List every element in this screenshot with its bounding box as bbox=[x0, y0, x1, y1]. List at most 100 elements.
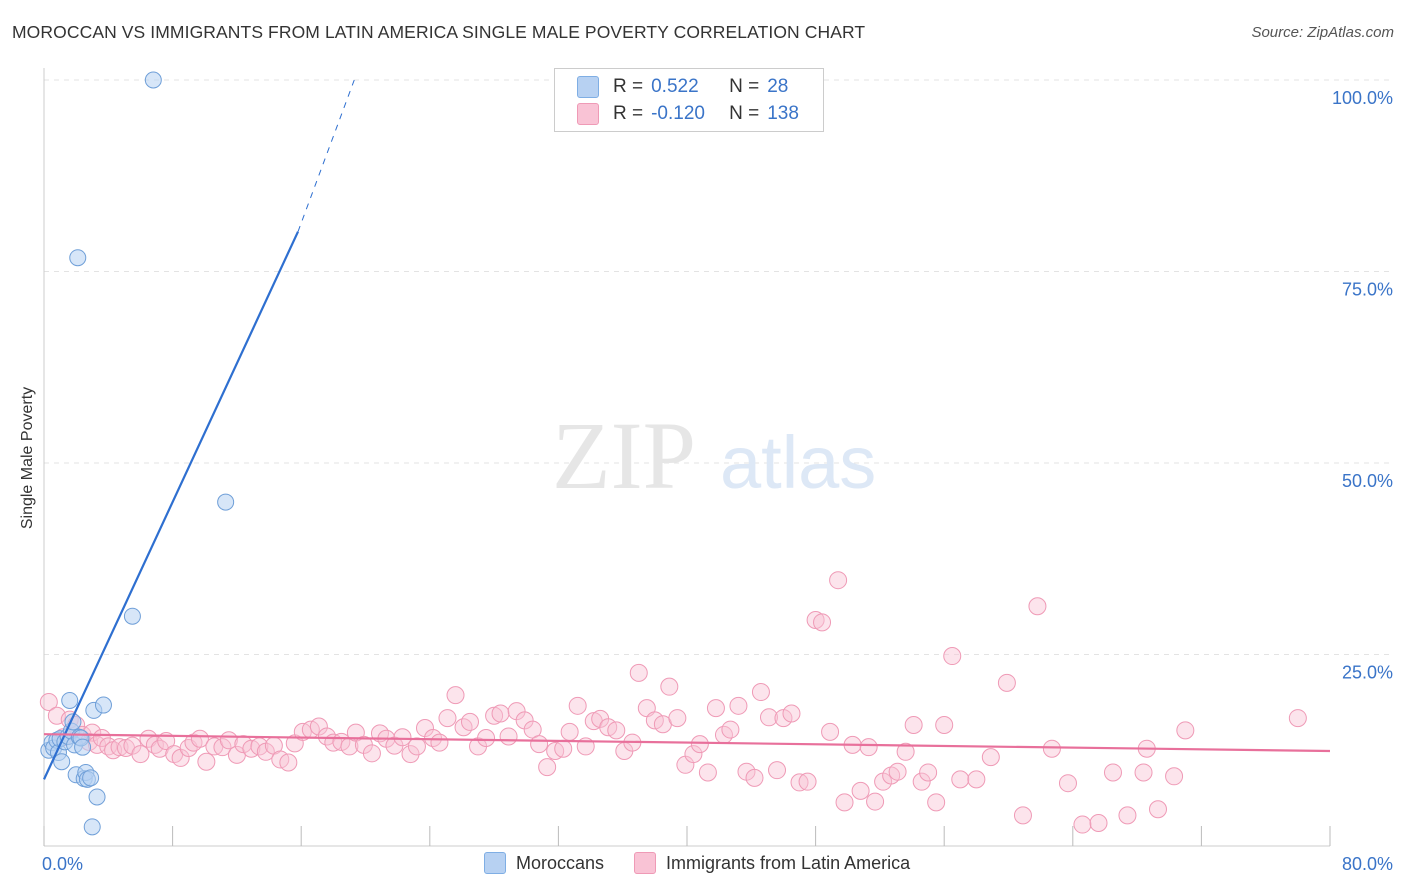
moroccan-point bbox=[74, 738, 92, 756]
latin-america-point bbox=[530, 735, 549, 754]
latin-america-point bbox=[401, 745, 420, 764]
latin-america-point bbox=[821, 722, 840, 741]
latin-america-point bbox=[1288, 709, 1307, 728]
latin-america-point bbox=[110, 738, 129, 757]
latin-america-point bbox=[213, 738, 232, 757]
latin-america-point bbox=[919, 763, 938, 782]
moroccan-point bbox=[88, 788, 106, 806]
tick-labels: 25.0% 50.0% 75.0% 100.0% 0.0% 80.0% bbox=[42, 88, 1393, 874]
series-label-moroccans: Moroccans bbox=[516, 852, 605, 873]
latin-america-point bbox=[438, 709, 457, 728]
latin-america-point bbox=[751, 683, 770, 702]
latin-america-point bbox=[430, 733, 449, 752]
latin-america-point bbox=[798, 772, 817, 791]
y-tick-label: 25.0% bbox=[1342, 663, 1393, 683]
latin-america-point bbox=[721, 720, 740, 739]
latin-america-point bbox=[660, 677, 679, 696]
latin-america-point bbox=[1089, 814, 1108, 833]
correlation-legend: R = 0.522 N = 28 R = -0.120 N = 138 bbox=[554, 68, 824, 132]
series-legend-moroccans: Moroccans bbox=[484, 852, 604, 874]
legend-n-value: 138 bbox=[767, 103, 799, 124]
latin-america-point bbox=[927, 793, 946, 812]
latin-america-point bbox=[491, 704, 510, 723]
moroccan-point bbox=[94, 696, 112, 714]
moroccan-point bbox=[61, 691, 79, 709]
series-legend: Moroccans Immigrants from Latin America bbox=[484, 852, 940, 874]
watermark-atlas: atlas bbox=[720, 421, 876, 504]
latin-america-point bbox=[1176, 721, 1195, 740]
series-label-latin-america: Immigrants from Latin America bbox=[666, 852, 911, 873]
latin-america-point bbox=[460, 712, 479, 731]
chart-title: MOROCCAN VS IMMIGRANTS FROM LATIN AMERIC… bbox=[12, 22, 866, 42]
moroccan-point bbox=[69, 249, 87, 267]
latin-america-point bbox=[782, 704, 801, 723]
legend-r-label: R = bbox=[613, 103, 644, 124]
legend-row-moroccans: R = 0.522 N = 28 bbox=[577, 74, 788, 100]
latin-america-point bbox=[997, 673, 1016, 692]
latin-america-point bbox=[424, 728, 443, 747]
latin-america-point bbox=[1042, 739, 1061, 758]
latin-america-point bbox=[560, 722, 579, 741]
latin-america-point bbox=[1165, 767, 1184, 786]
latin-america-point bbox=[362, 744, 381, 763]
legend-r-label: R = bbox=[613, 76, 644, 97]
latin-america-point bbox=[943, 647, 962, 666]
moroccan-point bbox=[83, 818, 101, 836]
latin-america-point bbox=[1134, 763, 1153, 782]
latin-america-point bbox=[1028, 597, 1047, 616]
trend-lines bbox=[43, 79, 1331, 780]
latin-america-point bbox=[190, 729, 209, 748]
latin-america-point bbox=[912, 772, 931, 791]
latin-america-point bbox=[888, 762, 907, 781]
latin-america-point bbox=[477, 728, 496, 747]
legend-row-latin-america: R = -0.120 N = 138 bbox=[577, 101, 799, 127]
series-legend-latin-america: Immigrants from Latin America bbox=[634, 852, 910, 874]
latin-america-point bbox=[859, 738, 878, 757]
latin-america-point bbox=[393, 728, 412, 747]
moroccan-point bbox=[217, 493, 235, 511]
latin-america-point bbox=[629, 663, 648, 682]
latin-america-point bbox=[896, 742, 915, 761]
moroccan-point bbox=[82, 769, 100, 787]
latin-america-point bbox=[759, 708, 778, 727]
latin-america-point bbox=[851, 781, 870, 800]
latin-america-point bbox=[835, 793, 854, 812]
moroccan-point bbox=[53, 753, 71, 771]
source-credit: Source: ZipAtlas.com bbox=[1251, 24, 1394, 41]
latin-america-point bbox=[1013, 806, 1032, 825]
latin-america-point bbox=[967, 770, 986, 789]
latin-america-point bbox=[813, 613, 832, 632]
moroccan-point bbox=[123, 607, 141, 625]
latin-america-points bbox=[39, 571, 1307, 834]
legend-n-value: 28 bbox=[767, 76, 789, 97]
latin-america-point bbox=[197, 752, 216, 771]
latin-america-point bbox=[684, 745, 703, 764]
series-swatch-moroccans bbox=[484, 852, 506, 874]
latin-america-point bbox=[706, 699, 725, 718]
x-tick-label-min: 0.0% bbox=[42, 854, 83, 874]
latin-america-point bbox=[981, 748, 1000, 767]
latin-america-point bbox=[904, 715, 923, 734]
latin-america-point bbox=[131, 745, 150, 764]
latin-america-point bbox=[668, 709, 687, 728]
latin-america-point bbox=[1058, 774, 1077, 793]
legend-n-label: N = bbox=[729, 103, 760, 124]
series-swatch-latin-america bbox=[634, 852, 657, 874]
latin-america-point bbox=[935, 715, 954, 734]
axes bbox=[43, 68, 1331, 847]
moroccan-trend-line bbox=[43, 231, 299, 780]
legend-swatch-moroccans bbox=[577, 76, 599, 98]
latin-america-point bbox=[499, 727, 518, 746]
moroccan-points bbox=[40, 71, 235, 836]
y-tick-label: 100.0% bbox=[1332, 88, 1393, 108]
latin-america-point bbox=[554, 739, 573, 758]
latin-america-point bbox=[279, 753, 298, 772]
latin-america-point bbox=[607, 721, 626, 740]
latin-america-point bbox=[538, 758, 557, 777]
latin-america-point bbox=[568, 696, 587, 715]
latin-america-point bbox=[690, 735, 709, 754]
y-tick-label: 50.0% bbox=[1342, 471, 1393, 491]
legend-swatch-latin-america bbox=[577, 103, 599, 125]
latin-america-point bbox=[729, 696, 748, 715]
latin-america-point bbox=[698, 763, 717, 782]
